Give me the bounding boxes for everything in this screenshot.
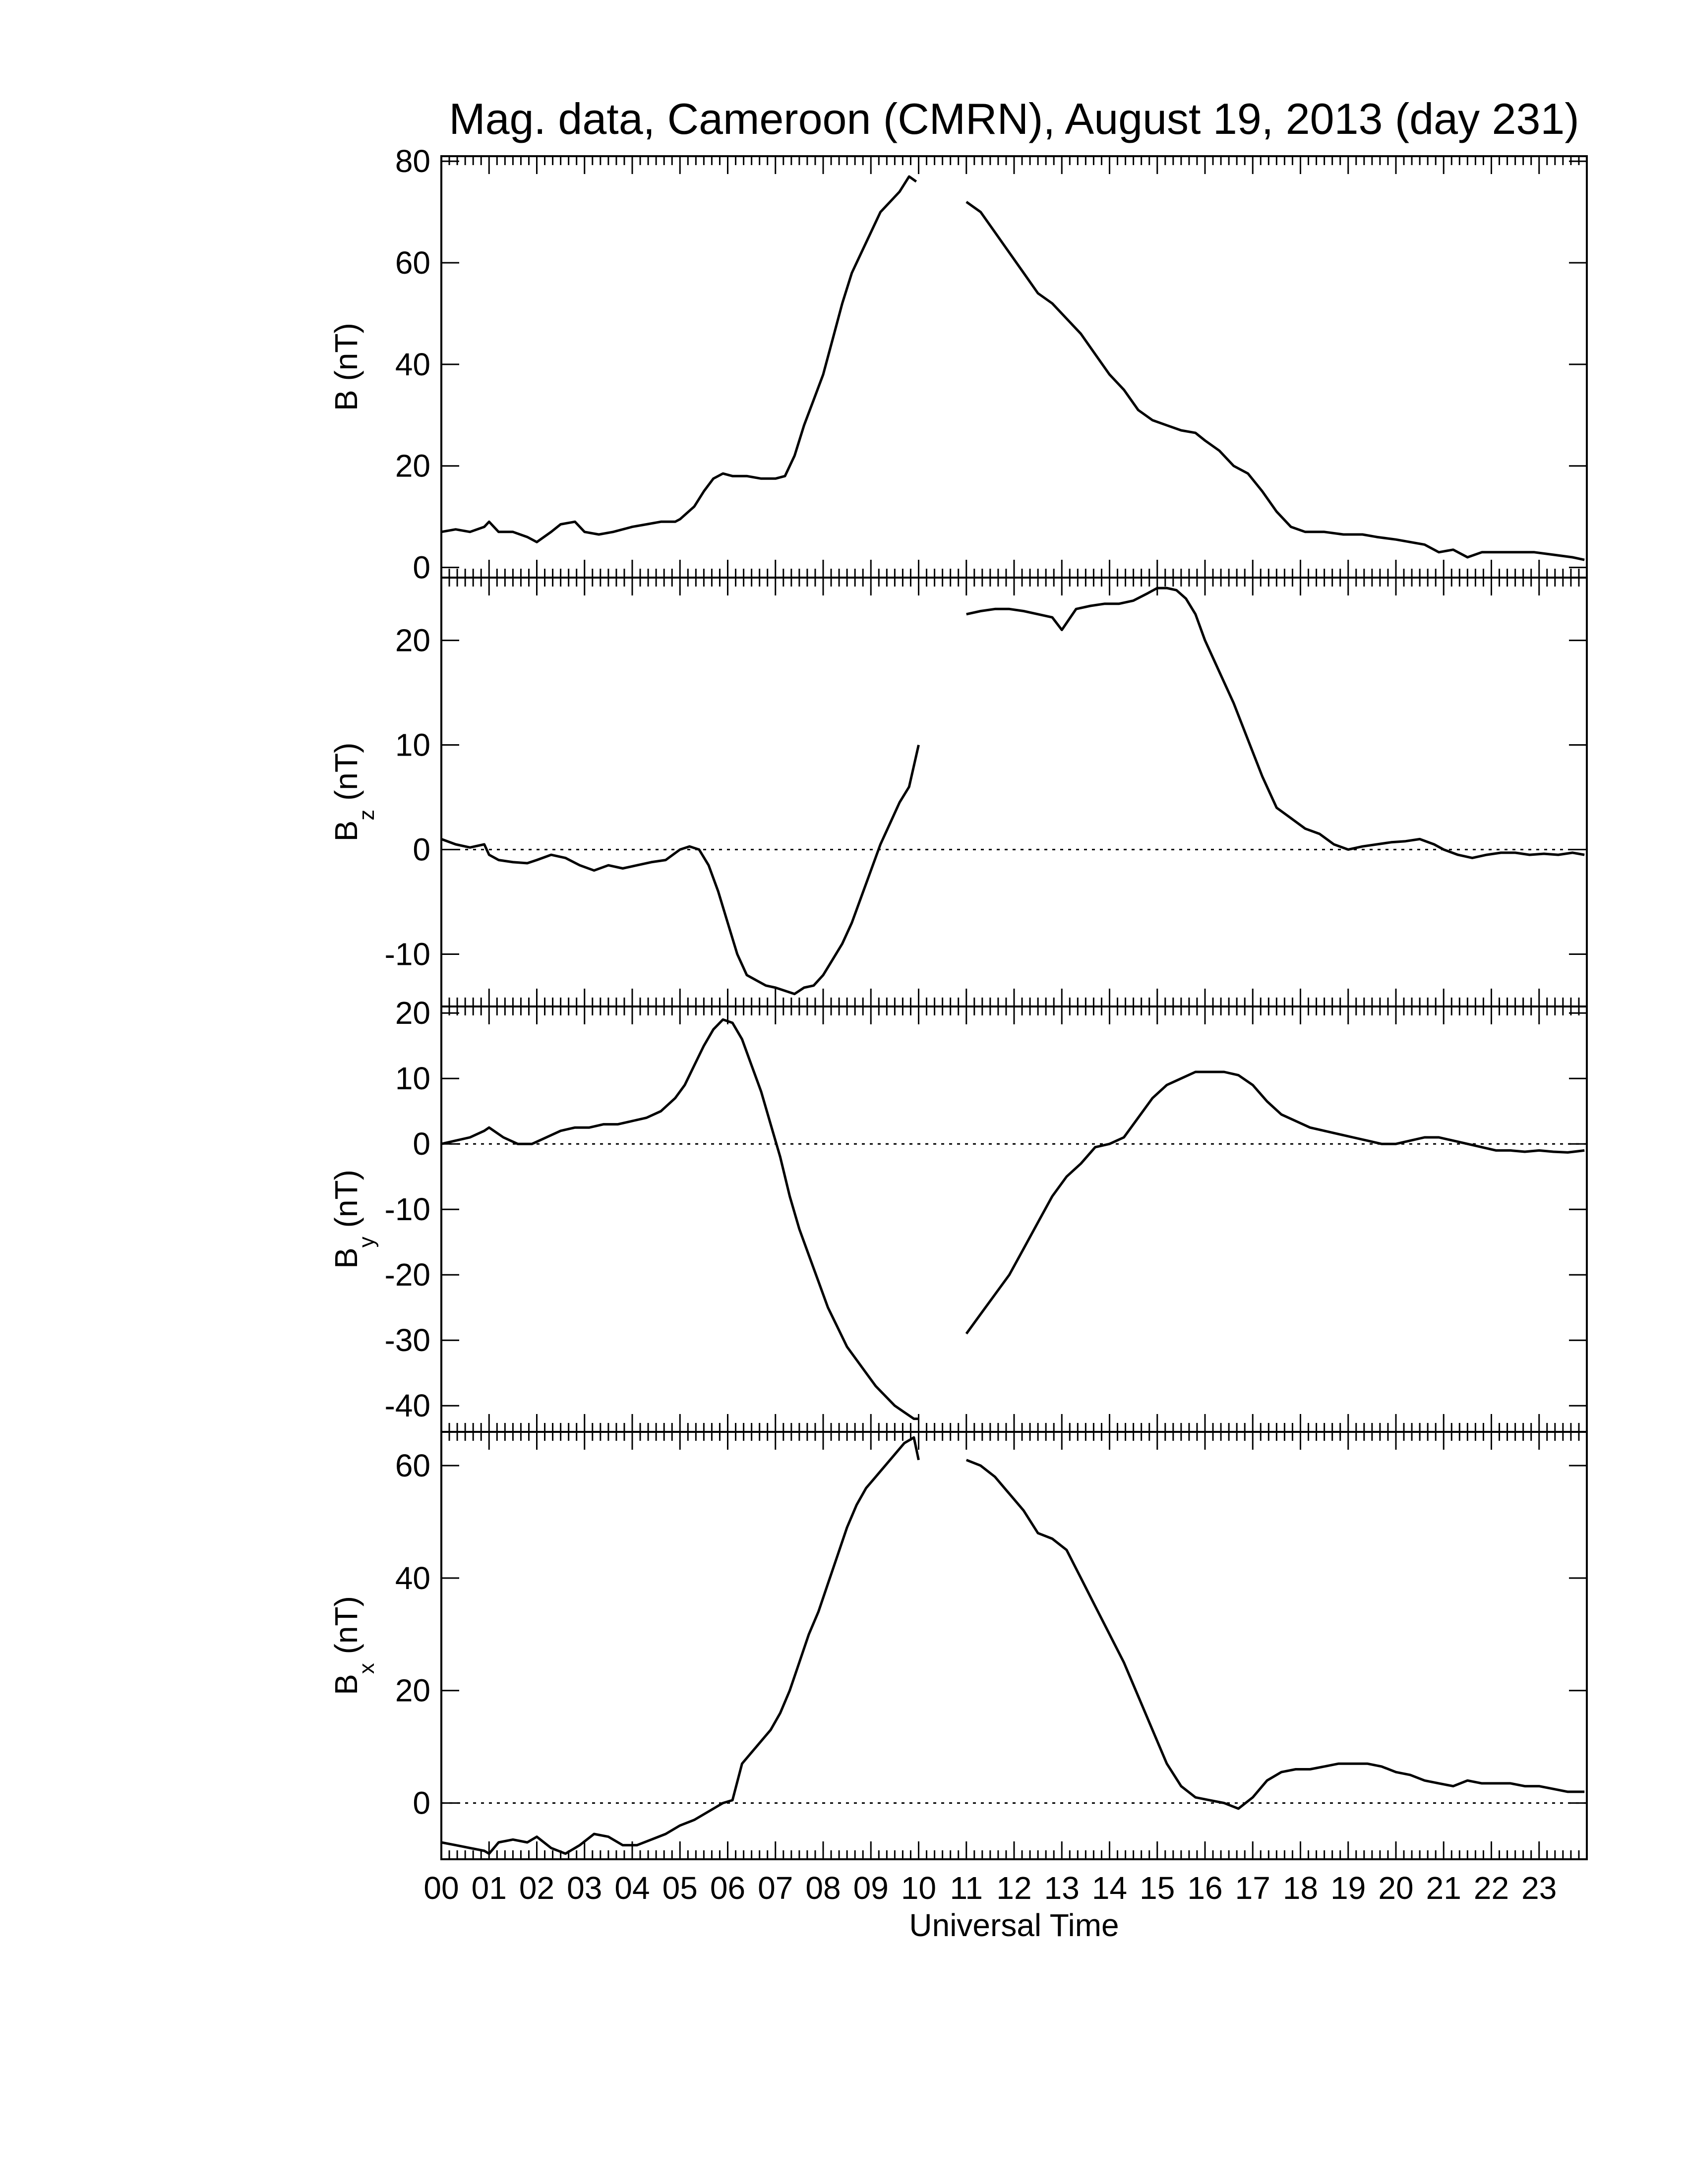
panel-B-frame	[440, 155, 1588, 579]
panel-By-series-segment-2	[965, 1070, 1585, 1335]
panel-Bx-frame	[440, 1431, 1588, 1860]
x-tick-label: 09	[853, 1870, 889, 1906]
x-tick-label: 23	[1521, 1870, 1557, 1906]
panel-B-ylabel: B (nT)	[328, 323, 364, 411]
x-tick-label: 11	[950, 1870, 983, 1906]
panel-Bz-series-segment-1	[441, 745, 920, 996]
panel-By-ytick-label: -20	[385, 1257, 431, 1293]
x-tick-label: 19	[1330, 1870, 1366, 1906]
panel-Bz-ytick-label: 20	[395, 623, 430, 658]
x-tick-label: 06	[710, 1870, 745, 1906]
panel-Bx: 0 20 40 60 Bx (nT)	[328, 1431, 1588, 1860]
panel-By-ytick-label: 10	[395, 1061, 430, 1096]
x-tick-label: 15	[1140, 1870, 1175, 1906]
x-tick-label: 03	[567, 1870, 602, 1906]
x-tick-label: 04	[614, 1870, 650, 1906]
x-tick-label: 02	[519, 1870, 554, 1906]
panel-By-series-segment-1	[441, 1018, 919, 1420]
panel-Bz-ytick-label: 10	[395, 727, 430, 763]
x-tick-label: 05	[662, 1870, 698, 1906]
x-tick-label: 17	[1235, 1870, 1270, 1906]
x-tick-label: 14	[1092, 1870, 1127, 1906]
panel-B: 0 20 40 60 80 B (nT)	[328, 143, 1588, 586]
panel-B-series-segment-1	[441, 175, 917, 543]
panel-Bz: -10 0 10 20 Bz (nT)	[328, 577, 1588, 1007]
panel-B-ytick-label: 40	[395, 347, 430, 382]
panel-Bx-ytick-label: 0	[413, 1785, 430, 1821]
panel-B-ytick-label: 60	[395, 245, 430, 281]
panel-Bz-frame	[440, 577, 1588, 1007]
panel-By-ytick-label: -40	[385, 1388, 431, 1423]
panel-Bx-series-segment-2	[965, 1459, 1585, 1810]
x-tick-label: 13	[1044, 1870, 1080, 1906]
panel-By-frame	[440, 1005, 1588, 1433]
x-tick-labels: 00 01 02 03 04 05 06 07 08 09 10 11 12 13 14 15 16 17 18 19…	[423, 1870, 1557, 1906]
x-tick-label: 22	[1474, 1870, 1509, 1906]
x-tick-label: 01	[472, 1870, 507, 1906]
panel-B-ytick-label: 0	[413, 550, 430, 586]
panel-Bz-ytick-label: 0	[413, 832, 430, 868]
panel-By-ylabel: By (nT)	[328, 1170, 379, 1269]
panel-Bx-ylabel: Bx (nT)	[328, 1596, 379, 1695]
panel-By-ytick-label: 20	[395, 995, 430, 1031]
x-tick-label: 10	[901, 1870, 936, 1906]
chart-title: Mag. data, Cameroon (CMRN), August 19, 2…	[449, 94, 1579, 143]
x-axis-label: Universal Time	[909, 1907, 1119, 1943]
x-tick-label: 00	[423, 1870, 459, 1906]
panel-By-ytick-label: -30	[385, 1322, 431, 1358]
panel-By-ytick-label: 0	[413, 1126, 430, 1162]
x-tick-label: 08	[805, 1870, 841, 1906]
x-tick-label: 21	[1426, 1870, 1461, 1906]
x-tick-label: 20	[1378, 1870, 1413, 1906]
panel-Bx-series-segment-1	[441, 1436, 920, 1855]
panel-By: -40 -30 -20 -10 0 10 20 By (nT)	[328, 995, 1588, 1433]
panel-By-ytick-label: -10	[385, 1191, 431, 1227]
x-tick-label: 07	[758, 1870, 793, 1906]
x-tick-label: 16	[1187, 1870, 1222, 1906]
panel-Bz-ylabel: Bz (nT)	[328, 743, 379, 842]
panel-Bx-ytick-label: 20	[395, 1673, 430, 1709]
panel-Bx-ytick-label: 40	[395, 1560, 430, 1596]
x-tick-label: 12	[996, 1870, 1031, 1906]
panel-B-series-segment-2	[965, 201, 1585, 561]
panel-Bz-series-segment-2	[966, 587, 1585, 859]
panel-Bz-ytick-label: -10	[385, 937, 431, 972]
panel-Bx-ytick-label: 60	[395, 1448, 430, 1483]
panel-B-ytick-label: 80	[395, 143, 430, 179]
panel-B-ytick-label: 20	[395, 448, 430, 484]
x-tick-label: 18	[1283, 1870, 1318, 1906]
